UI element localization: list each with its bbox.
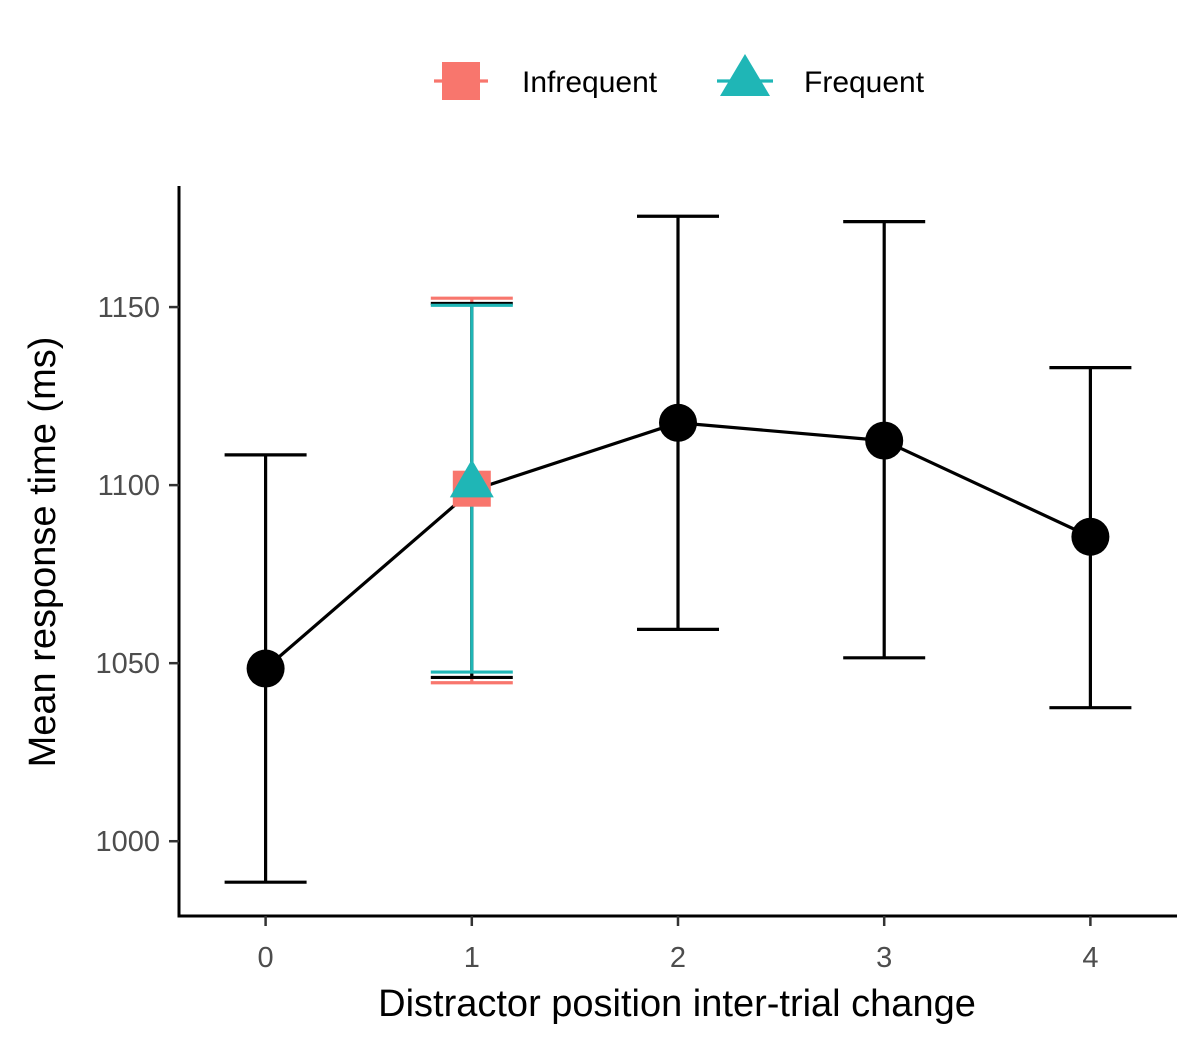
legend-infrequent-label: Infrequent	[522, 66, 658, 99]
x-tick-label: 1	[464, 942, 480, 974]
y-tick-label: 1150	[98, 292, 160, 324]
x-tick-label: 3	[876, 942, 892, 974]
x-tick-label: 4	[1082, 942, 1098, 974]
points	[246, 403, 1110, 688]
overall-point	[865, 421, 904, 460]
ticks: 0 1 2 3 4 1000 1050 1100 1150	[95, 292, 1098, 974]
legend: Infrequent Frequent	[434, 54, 925, 100]
legend-infrequent-square	[442, 62, 480, 100]
overall-point	[659, 403, 697, 442]
frequent-point	[449, 459, 494, 498]
y-tick-label: 1100	[98, 470, 160, 502]
x-tick-label: 2	[670, 942, 686, 974]
legend-frequent-label: Frequent	[804, 66, 925, 99]
x-axis-title: Distractor position inter-trial change	[378, 983, 976, 1025]
error-bars	[224, 214, 1132, 884]
legend-frequent-triangle	[720, 54, 770, 96]
y-tick-label: 1000	[95, 826, 160, 858]
overall-point	[246, 649, 285, 688]
overall-point	[1071, 517, 1110, 556]
y-tick-label: 1050	[95, 648, 160, 680]
x-tick-label: 0	[258, 942, 274, 974]
y-axis-title: Mean response time (ms)	[22, 337, 64, 768]
